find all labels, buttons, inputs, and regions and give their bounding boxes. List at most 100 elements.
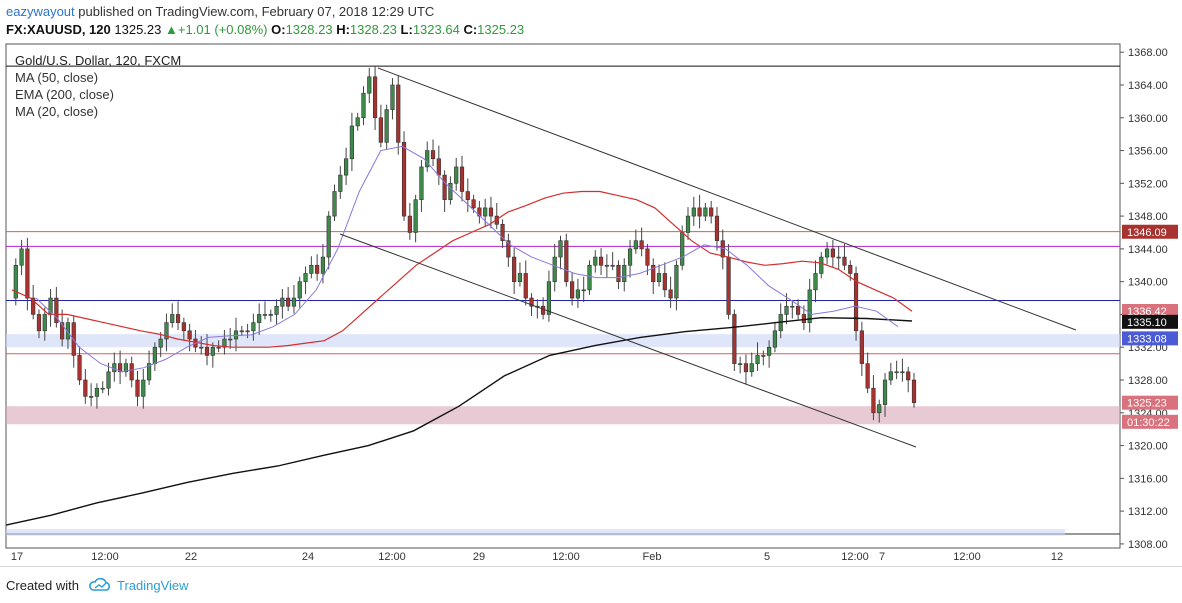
candle-body — [564, 240, 569, 282]
x-tick-label: 12 — [1051, 551, 1063, 563]
y-tick-label: 1340.00 — [1128, 277, 1168, 289]
candle-body — [743, 363, 749, 373]
candle-body — [616, 264, 621, 282]
zone-band — [6, 406, 1120, 425]
candle-body — [175, 314, 181, 323]
candle-body — [129, 363, 134, 381]
candle-body — [627, 248, 633, 266]
candle-body — [882, 379, 888, 405]
candle-body — [31, 297, 36, 315]
candle-body — [407, 215, 412, 233]
candle-body — [911, 379, 917, 404]
candle-body — [651, 264, 656, 282]
candle-body — [442, 174, 447, 201]
last-price: 1325.23 — [114, 22, 162, 37]
candle-body — [268, 314, 273, 316]
candle-body — [181, 322, 186, 332]
candle-body — [309, 264, 314, 274]
candle-body — [848, 264, 853, 274]
high-label: H: — [336, 22, 350, 37]
candle-body — [71, 322, 76, 356]
candle-body — [732, 314, 737, 364]
candle-body — [204, 346, 210, 356]
candle-body — [216, 346, 221, 349]
candle-body — [639, 240, 644, 250]
candle-body — [558, 240, 563, 258]
candle-body — [187, 330, 192, 340]
candle-body — [668, 289, 673, 299]
y-tick-label: 1352.00 — [1128, 178, 1168, 190]
candle-body — [199, 346, 204, 349]
open-value: 1328.23 — [285, 22, 333, 37]
candle-body — [680, 232, 685, 266]
author-link[interactable]: eazywayout — [6, 4, 75, 19]
candle-body — [894, 371, 899, 374]
price-tag-label: 1346.09 — [1127, 227, 1167, 239]
price-tag-label: 1325.23 — [1127, 398, 1167, 410]
candle-body — [454, 166, 459, 184]
candle-body — [94, 387, 100, 397]
y-tick-label: 1308.00 — [1128, 539, 1168, 551]
candle-body — [222, 338, 227, 348]
candle-body — [801, 314, 806, 323]
candle-body — [54, 297, 59, 323]
x-tick-label: 7 — [879, 551, 885, 563]
up-arrow-icon: ▲ — [165, 22, 178, 37]
candle-body — [413, 199, 418, 233]
y-tick-label: 1360.00 — [1128, 113, 1168, 125]
x-tick-label: 12:00 — [552, 551, 580, 563]
candle-body — [106, 371, 111, 389]
candle-body — [488, 207, 494, 217]
candle-body — [830, 248, 835, 258]
tradingview-cloud-icon[interactable] — [88, 578, 112, 592]
candle-body — [738, 363, 743, 365]
zone-band — [6, 529, 1065, 536]
candle-body — [517, 273, 523, 282]
price-tag-label: 01:30:22 — [1127, 417, 1170, 429]
legend-ma50[interactable]: MA (50, close) — [15, 70, 99, 85]
price-tag-label: 1333.08 — [1127, 333, 1167, 345]
candle-body — [112, 363, 117, 373]
candle-body — [888, 371, 893, 381]
y-tick-label: 1312.00 — [1128, 506, 1168, 518]
trend-line — [339, 233, 917, 448]
candle-body — [89, 396, 94, 398]
x-tick-label: 5 — [764, 551, 770, 563]
low-value: 1323.64 — [412, 22, 460, 37]
candle-body — [656, 273, 662, 282]
price-chart[interactable]: 1368.00 1364.00 1360.00 1356.00 1352.00 1348.… — [0, 0, 1182, 566]
candle-body — [645, 248, 650, 266]
candle-body — [42, 314, 47, 332]
candle-body — [170, 314, 175, 323]
ema200-line — [5, 316, 913, 526]
candle-body — [280, 297, 285, 307]
y-tick-label: 1348.00 — [1128, 211, 1168, 223]
candle-body — [691, 207, 696, 217]
candle-body — [60, 322, 65, 340]
candle-body — [210, 346, 215, 356]
candle-body — [581, 289, 586, 292]
candle-body — [274, 305, 279, 315]
candle-body — [233, 330, 239, 340]
candle-body — [320, 256, 326, 274]
close-label: C: — [463, 22, 478, 37]
legend-ma20[interactable]: MA (20, close) — [15, 104, 99, 119]
price-tag-bg — [1122, 314, 1178, 329]
candle-body — [239, 330, 244, 333]
candle-body — [419, 166, 424, 201]
candle-body — [807, 289, 812, 323]
candle-body — [703, 207, 708, 217]
candle-body — [853, 273, 859, 332]
legend-ema200[interactable]: EMA (200, close) — [15, 87, 114, 102]
candle-body — [430, 150, 436, 160]
tradingview-link[interactable]: TradingView — [117, 578, 189, 593]
candle-body — [361, 92, 366, 119]
candle-body — [529, 297, 534, 307]
candle-body — [575, 289, 580, 299]
candle-body — [749, 363, 754, 373]
change-value: +1.01 (+0.08%) — [177, 22, 268, 37]
candle-body — [332, 191, 337, 217]
price-tag-bg — [1122, 224, 1178, 239]
high-value: 1328.23 — [349, 22, 397, 37]
publish-line: eazywayout published on TradingView.com,… — [6, 4, 434, 19]
